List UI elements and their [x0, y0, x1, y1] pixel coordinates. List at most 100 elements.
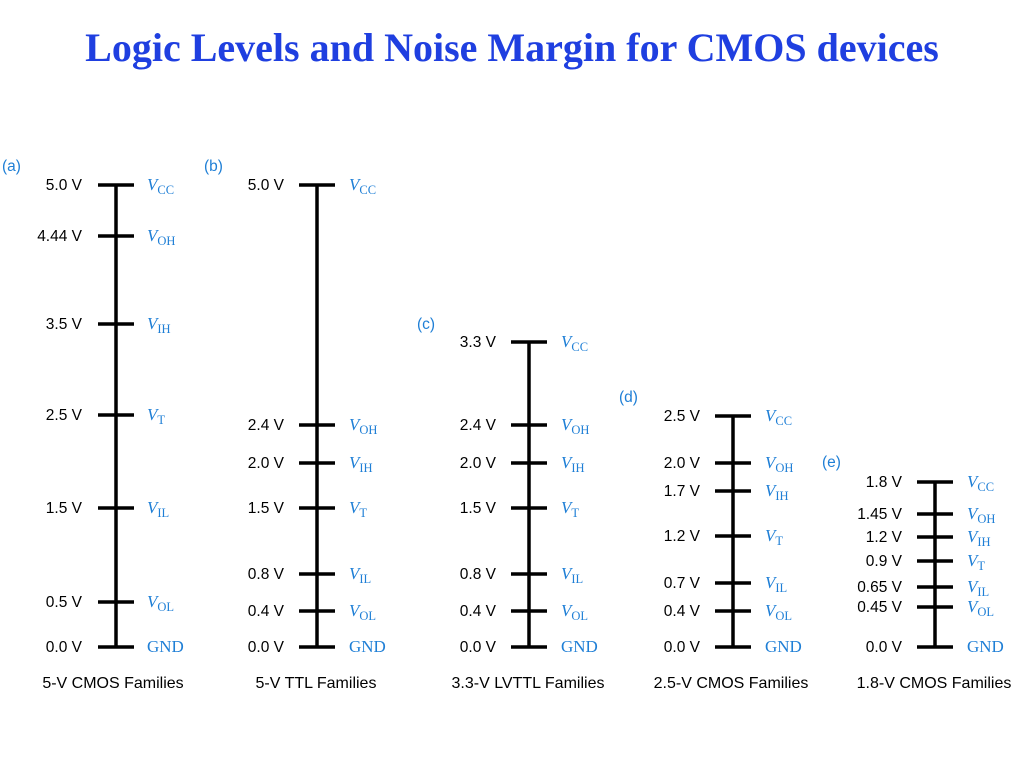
signal-subscript: OL [157, 600, 174, 614]
voltage-label: 1.5 V [46, 500, 83, 517]
signal-label: VIL [765, 573, 787, 595]
family-caption: 1.8-V CMOS Families [857, 675, 1012, 692]
signal-label: VOL [967, 597, 994, 619]
signal-name: V [147, 175, 160, 194]
signal-label: VT [147, 405, 165, 427]
voltage-label: 1.5 V [248, 500, 285, 517]
voltage-label: 5.0 V [248, 177, 285, 194]
signal-name: V [561, 453, 574, 472]
voltage-label: 0.5 V [46, 594, 83, 611]
signal-subscript: T [775, 534, 783, 548]
signal-name: V [147, 314, 160, 333]
voltage-label: 0.7 V [664, 575, 701, 592]
signal-subscript: IL [157, 506, 169, 520]
signal-label: VIL [967, 577, 989, 599]
signal-label: VT [349, 498, 367, 520]
signal-name: V [765, 481, 778, 500]
signal-label: VOL [349, 601, 376, 623]
voltage-label: 2.5 V [664, 408, 701, 425]
signal-label: VIL [349, 564, 371, 586]
signal-subscript: OL [571, 609, 588, 623]
signal-name: V [349, 415, 362, 434]
signal-subscript: CC [775, 414, 792, 428]
signal-subscript: IH [571, 461, 584, 475]
signal-label: VOL [147, 592, 174, 614]
voltage-label: 2.4 V [248, 417, 285, 434]
signal-label: GND [561, 637, 598, 656]
voltage-label: 0.0 V [46, 639, 83, 656]
signal-subscript: IH [775, 489, 788, 503]
signal-name: V [147, 226, 160, 245]
signal-label: VCC [765, 406, 792, 428]
signal-label: GND [765, 637, 802, 656]
signal-subscript: IH [157, 322, 170, 336]
voltage-label: 1.2 V [664, 528, 701, 545]
signal-subscript: IL [775, 581, 787, 595]
panel-tag: (e) [822, 454, 841, 471]
signal-name: V [561, 415, 574, 434]
signal-label: VIH [561, 453, 585, 475]
signal-name: V [349, 453, 362, 472]
signal-label: GND [147, 637, 184, 656]
signal-subscript: IL [359, 572, 371, 586]
signal-label: VOL [561, 601, 588, 623]
signal-subscript: IH [359, 461, 372, 475]
signal-label: VOL [765, 601, 792, 623]
signal-label: VIL [561, 564, 583, 586]
voltage-label: 1.45 V [857, 506, 902, 523]
signal-name: V [349, 175, 362, 194]
signal-name: V [765, 601, 778, 620]
signal-label: VOH [561, 415, 589, 437]
signal-subscript: T [359, 506, 367, 520]
signal-label: GND [349, 637, 386, 656]
voltage-label: 0.9 V [866, 553, 903, 570]
family-caption: 5-V CMOS Families [42, 675, 183, 692]
family-caption: 2.5-V CMOS Families [654, 675, 809, 692]
signal-label: VIH [967, 527, 991, 549]
signal-label: VIH [765, 481, 789, 503]
signal-subscript: OL [977, 605, 994, 619]
signal-subscript: CC [977, 480, 994, 494]
signal-name: V [967, 504, 980, 523]
signal-name: V [147, 592, 160, 611]
voltage-label: 0.8 V [460, 566, 497, 583]
signal-name: V [147, 498, 160, 517]
voltage-label: 0.0 V [460, 639, 497, 656]
signal-label: VT [765, 526, 783, 548]
signal-subscript: T [157, 413, 165, 427]
signal-label: VIH [147, 314, 171, 336]
signal-subscript: T [977, 559, 985, 573]
voltage-label: 0.45 V [857, 599, 902, 616]
signal-name: V [349, 498, 362, 517]
panel-tag: (b) [204, 158, 223, 175]
signal-name: V [147, 405, 160, 424]
signal-name: V [561, 332, 574, 351]
signal-name: V [765, 453, 778, 472]
signal-label: GND [967, 637, 1004, 656]
signal-name: V [349, 601, 362, 620]
voltage-label: 2.5 V [46, 407, 83, 424]
voltage-label: 2.4 V [460, 417, 497, 434]
signal-subscript: OH [775, 461, 793, 475]
voltage-label: 0.65 V [857, 579, 902, 596]
signal-name: V [765, 406, 778, 425]
signal-subscript: OH [157, 234, 175, 248]
voltage-label: 2.0 V [664, 455, 701, 472]
signal-name: V [349, 564, 362, 583]
signal-name: V [967, 472, 980, 491]
signal-name: V [765, 526, 778, 545]
signal-label: VOH [765, 453, 793, 475]
signal-subscript: CC [571, 340, 588, 354]
voltage-label: 0.8 V [248, 566, 285, 583]
signal-name: V [967, 577, 980, 596]
signal-name: V [967, 597, 980, 616]
panel-tag: (d) [619, 389, 638, 406]
signal-label: VOH [349, 415, 377, 437]
signal-subscript: IH [977, 535, 990, 549]
signal-subscript: OH [977, 512, 995, 526]
voltage-label: 0.0 V [248, 639, 285, 656]
